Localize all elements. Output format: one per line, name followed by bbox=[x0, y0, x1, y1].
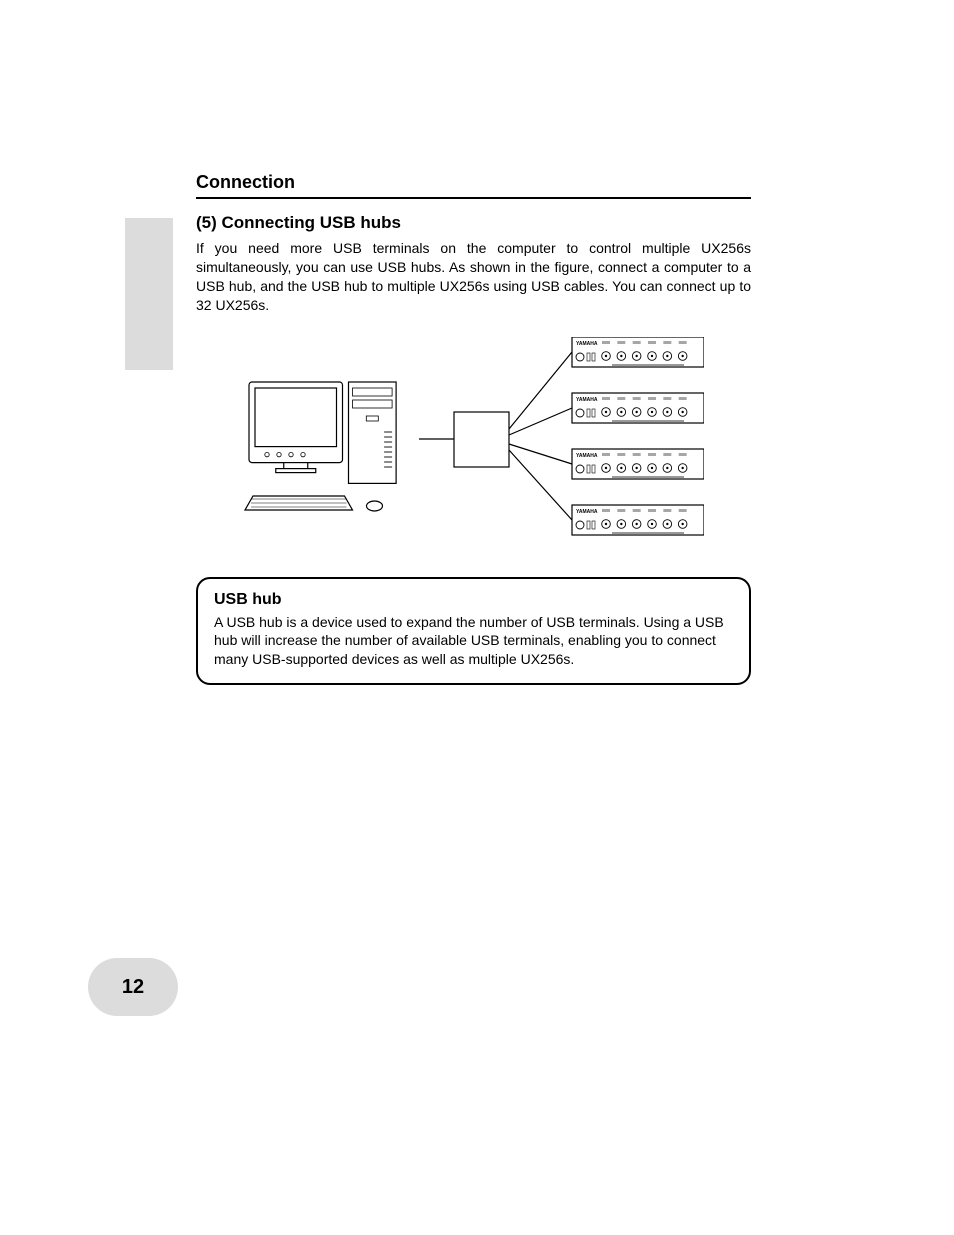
page-number-badge: 12 bbox=[88, 958, 178, 1016]
section-body: If you need more USB terminals on the co… bbox=[196, 239, 751, 315]
diagram-svg: YAMAHA YAMAHA YAMAHA YAMAHA bbox=[244, 337, 704, 547]
page: Connection (5) Connecting USB hubs If yo… bbox=[0, 0, 954, 1235]
svg-text:YAMAHA: YAMAHA bbox=[576, 341, 598, 347]
svg-text:YAMAHA: YAMAHA bbox=[576, 397, 598, 403]
side-tab bbox=[125, 218, 173, 370]
section-rule bbox=[196, 197, 751, 199]
svg-text:YAMAHA: YAMAHA bbox=[576, 453, 598, 459]
callout-body: A USB hub is a device used to expand the… bbox=[214, 613, 733, 670]
svg-text:YAMAHA: YAMAHA bbox=[576, 509, 598, 515]
content-column: Connection (5) Connecting USB hubs If yo… bbox=[196, 172, 751, 685]
callout-title: USB hub bbox=[214, 591, 733, 609]
section-header: Connection bbox=[196, 172, 751, 193]
page-number: 12 bbox=[122, 976, 144, 999]
connection-diagram: YAMAHA YAMAHA YAMAHA YAMAHA bbox=[244, 337, 704, 547]
usb-hub-callout: USB hub A USB hub is a device used to ex… bbox=[196, 577, 751, 686]
section-subheading: (5) Connecting USB hubs bbox=[196, 213, 751, 233]
